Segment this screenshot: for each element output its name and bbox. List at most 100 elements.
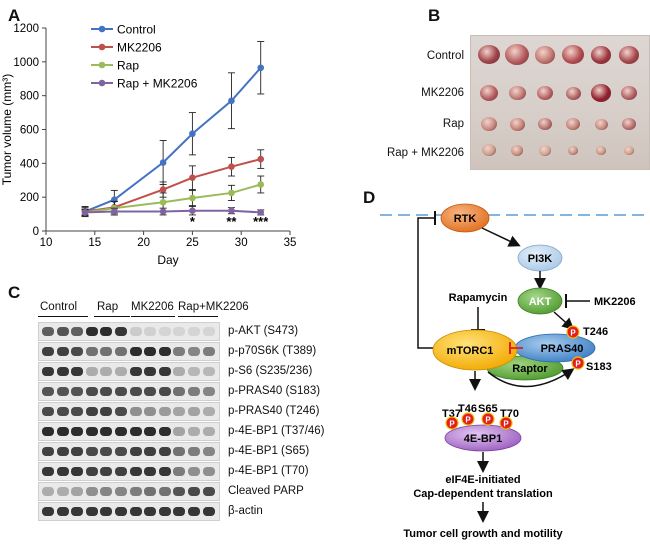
pras40-label: PRAS40	[541, 343, 584, 355]
blot-band	[144, 427, 157, 436]
blot-band	[129, 507, 142, 516]
blot-band	[100, 427, 113, 436]
blot-band	[42, 347, 54, 356]
blot-group-line	[178, 316, 218, 317]
blot-band	[158, 407, 171, 416]
blot-band	[202, 447, 215, 456]
legend-label: Rap + MK2206	[117, 77, 198, 91]
blot-band	[42, 367, 54, 376]
blot-strip	[38, 442, 220, 461]
blot-band	[173, 467, 186, 476]
blot-label: p-4E-BP1 (S65)	[228, 445, 310, 457]
blot-band	[100, 347, 113, 356]
panel-b-letter: B	[428, 6, 441, 25]
tumor-specimen	[622, 118, 636, 131]
blot-band	[188, 327, 200, 336]
blot-band	[115, 427, 127, 436]
blot-label: Cleaved PARP	[228, 485, 304, 497]
blot-band	[115, 387, 127, 396]
blot-band	[115, 487, 127, 496]
blot-band	[129, 467, 142, 476]
tumor-specimen	[538, 118, 552, 131]
phospho-s183-p: P	[575, 360, 581, 369]
blot-band	[71, 447, 84, 456]
x-tick-label: 25	[186, 237, 199, 249]
blot-band	[56, 347, 69, 356]
tumor-specimen	[566, 118, 580, 131]
data-point	[228, 163, 235, 171]
blot-band	[56, 387, 69, 396]
blot-strip	[38, 382, 220, 401]
blot-strip	[38, 362, 220, 381]
blot-band	[85, 467, 98, 476]
phospho-t37-icon	[445, 416, 459, 430]
legend-swatch-marker	[98, 61, 106, 69]
blot-label: p-4E-BP1 (T70)	[228, 465, 309, 477]
blot-group-line	[94, 316, 130, 317]
blot-label: p-S6 (S235/236)	[228, 365, 313, 377]
blot-band	[188, 467, 200, 476]
y-tick-label: 400	[20, 158, 39, 170]
blot-band	[188, 487, 200, 496]
site-label: T37	[442, 408, 461, 420]
data-point	[159, 208, 167, 215]
blot-band	[158, 387, 171, 396]
blot-band	[85, 447, 98, 456]
blot-band	[173, 387, 186, 396]
blot-band	[129, 387, 142, 396]
data-point	[81, 209, 89, 216]
blot-band	[144, 467, 157, 476]
x-tick-label: 10	[40, 237, 53, 249]
akt-label: AKT	[529, 296, 552, 308]
mtorc1-label: mTORC1	[447, 345, 494, 357]
y-tick-label: 1200	[13, 23, 39, 35]
phospho-t70-icon	[499, 416, 513, 430]
blot-band	[85, 387, 98, 396]
data-point	[228, 189, 235, 197]
blot-band	[173, 327, 186, 336]
blot-band	[100, 467, 113, 476]
blot-band	[129, 327, 142, 336]
site-label: T46	[458, 403, 477, 415]
blot-band	[71, 467, 84, 476]
blot-band	[115, 407, 127, 416]
legend-label: MK2206	[117, 41, 162, 55]
blot-band	[144, 447, 157, 456]
blot-band	[144, 347, 157, 356]
blot-band	[56, 367, 69, 376]
tumor-specimen	[594, 118, 608, 130]
blot-band	[42, 447, 54, 456]
outcome-label: Tumor cell growth and motility	[403, 528, 563, 540]
blot-band	[188, 447, 200, 456]
tumor-specimen	[565, 86, 581, 100]
blot-band	[71, 367, 84, 376]
panel-d-letter: D	[363, 188, 376, 207]
blot-band	[115, 467, 127, 476]
blot-band	[42, 467, 54, 476]
data-point	[189, 207, 196, 214]
blot-band	[144, 487, 157, 496]
tumor-specimen	[511, 145, 523, 156]
x-tick-label: 15	[88, 237, 101, 249]
blot-band	[129, 367, 142, 376]
blot-band	[129, 487, 142, 496]
data-point	[228, 207, 235, 214]
panel-c-letter: C	[8, 283, 21, 302]
blot-strip	[38, 502, 220, 521]
data-point	[257, 155, 265, 163]
tumor-specimen	[482, 144, 496, 157]
blot-band	[158, 347, 171, 356]
data-point	[257, 181, 265, 188]
blot-band	[129, 347, 142, 356]
rtk-node	[440, 203, 490, 233]
blot-band	[202, 407, 215, 416]
blot-band	[71, 347, 84, 356]
blot-band	[100, 367, 113, 376]
y-tick-label: 0	[33, 226, 39, 238]
translation-line2: Cap-dependent translation	[413, 488, 553, 500]
blot-band	[42, 387, 54, 396]
blot-group-label: MK2206	[131, 301, 174, 313]
blot-band	[71, 487, 84, 496]
tumor-specimen	[619, 46, 639, 64]
tumor-specimen	[591, 84, 611, 102]
